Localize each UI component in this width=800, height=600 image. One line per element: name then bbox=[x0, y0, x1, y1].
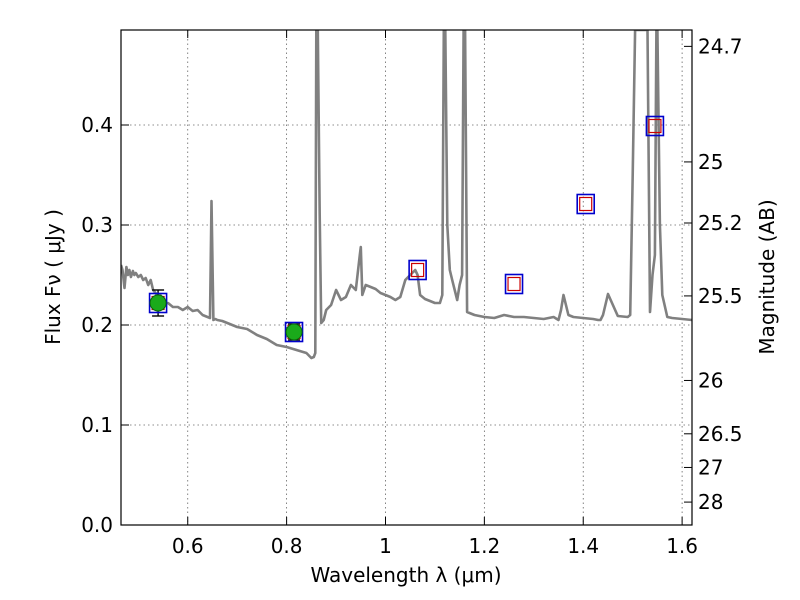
model-box-inner bbox=[579, 196, 593, 212]
model-box-outer bbox=[408, 259, 427, 281]
observed-point bbox=[285, 323, 303, 341]
mag-tick-label: 25.5 bbox=[698, 284, 743, 308]
mag-tick-label: 24.7 bbox=[698, 34, 743, 58]
y2-axis-label: Magnitude (AB) bbox=[755, 199, 779, 354]
plot-frame bbox=[120, 29, 693, 526]
mag-tick-label: 26.5 bbox=[698, 422, 743, 446]
x-axis-label: Wavelength λ (μm) bbox=[310, 563, 501, 587]
model-box-inner bbox=[648, 118, 662, 134]
y-tick-label: 0.3 bbox=[81, 213, 113, 237]
mag-tick-label: 25.2 bbox=[698, 211, 743, 235]
y-tick-label: 0.1 bbox=[81, 413, 113, 437]
mag-tick-label: 28 bbox=[698, 490, 723, 514]
model-box-inner bbox=[507, 276, 521, 292]
observed-point-series bbox=[149, 294, 303, 341]
observed-point bbox=[149, 294, 167, 312]
mag-tick-label: 26 bbox=[698, 368, 723, 392]
y-tick-label: 0.0 bbox=[81, 513, 113, 537]
x-tick-label: 1 bbox=[379, 534, 392, 558]
x-tick-label: 0.6 bbox=[172, 534, 204, 558]
model-box-outer bbox=[645, 115, 665, 137]
y-axis-ticks: 0.0 0.1 0.2 0.3 0.4 bbox=[81, 113, 129, 537]
mag-tick-label: 27 bbox=[698, 455, 723, 479]
x-axis-ticks: 0.6 0.8 1 1.2 1.4 1.6 bbox=[172, 30, 698, 558]
spectrum-series bbox=[121, 30, 692, 360]
x-tick-label: 1.2 bbox=[468, 534, 500, 558]
x-tick-label: 0.8 bbox=[271, 534, 303, 558]
magnitude-axis-ticks: 24.7 25 25.2 25.5 26 26.5 27 28 bbox=[684, 34, 743, 514]
mag-tick-label: 25 bbox=[698, 150, 723, 174]
model-box-inner bbox=[411, 262, 425, 278]
x-tick-label: 1.6 bbox=[666, 534, 698, 558]
y-tick-label: 0.2 bbox=[81, 313, 113, 337]
model-box-outer bbox=[504, 273, 524, 295]
model-box-outer bbox=[576, 193, 596, 215]
spectrum-line bbox=[121, 30, 692, 360]
y-axis-label: Flux Fν ( μJy ) bbox=[41, 209, 65, 345]
x-tick-label: 1.4 bbox=[567, 534, 599, 558]
y-tick-label: 0.4 bbox=[81, 113, 113, 137]
grid bbox=[121, 30, 692, 525]
